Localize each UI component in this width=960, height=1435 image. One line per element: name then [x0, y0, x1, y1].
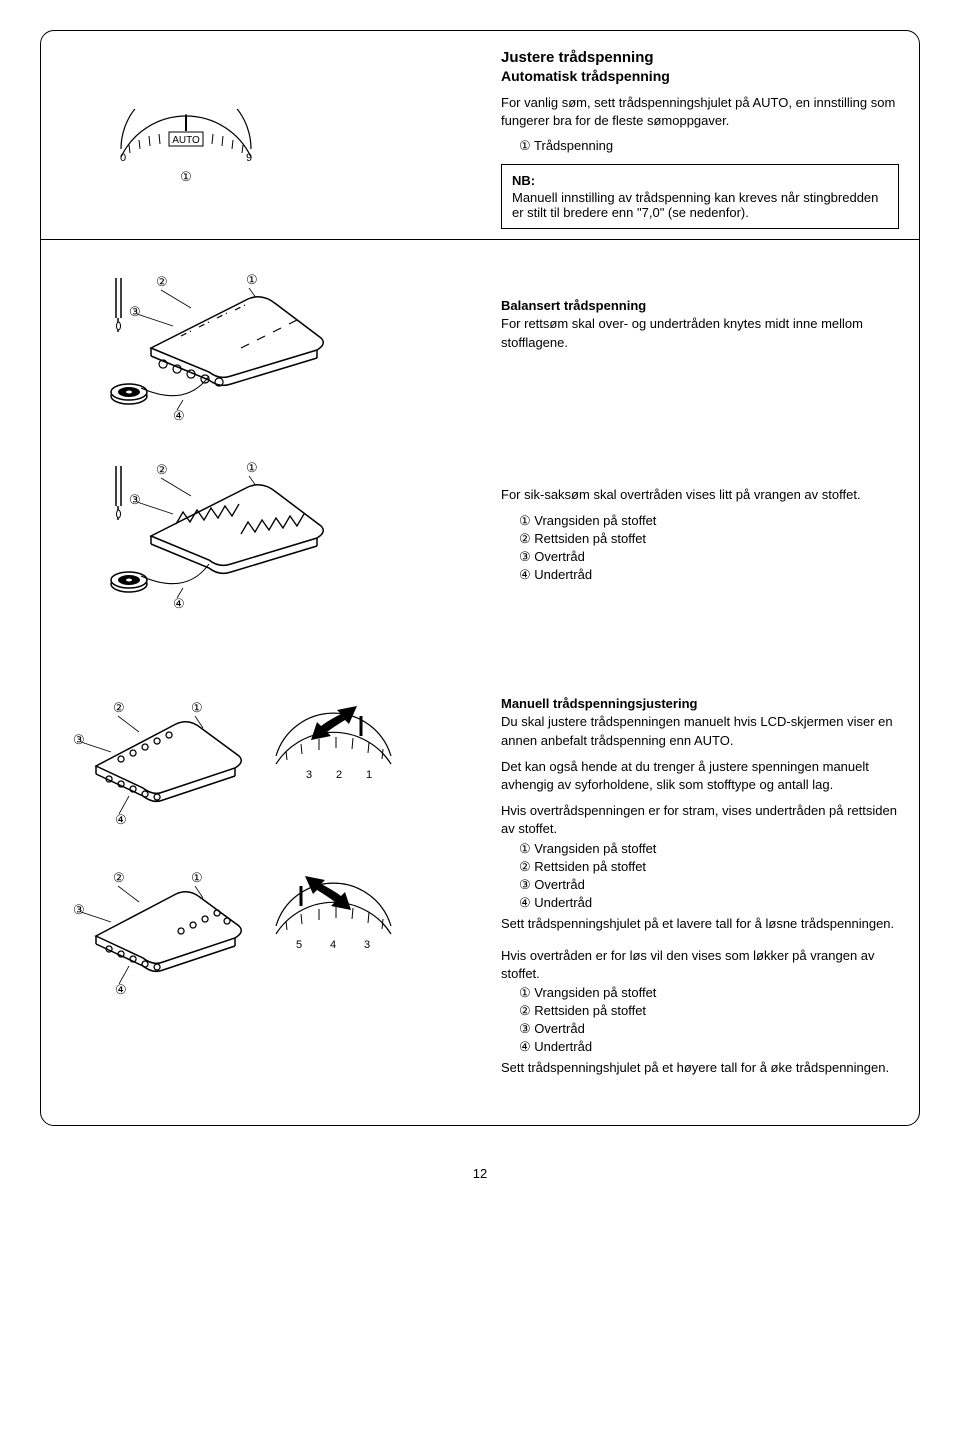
page-subtitle: Automatisk trådspenning [501, 68, 899, 84]
manual-p4: Hvis overtråden er for løs vil den vises… [501, 947, 899, 983]
svg-text:③: ③ [73, 902, 85, 917]
svg-text:①: ① [246, 272, 258, 287]
manual-p2: Det kan også hende at du trenger å juste… [501, 758, 899, 794]
zigzag-figure: ② ① ③ [91, 456, 341, 616]
zigzag-item-0: ① Vrangsiden på stoffet [519, 513, 899, 529]
zigzag-item-2: ③ Overtråd [519, 549, 899, 565]
dial-high-figure: 5 4 3 [261, 866, 401, 956]
manual-p4b: Sett trådspenningshjulet på et høyere ta… [501, 1059, 899, 1077]
dial-auto-figure: AUTO 0 9 ① [101, 109, 271, 189]
svg-text:1: 1 [366, 769, 372, 781]
manual-p3: Hvis overtrådspenningen er for stram, vi… [501, 802, 899, 838]
dial-right: 9 [246, 152, 252, 164]
svg-text:④: ④ [173, 596, 185, 611]
zigzag-item-1: ② Rettsiden på stoffet [519, 531, 899, 547]
manual-item4-1: ② Rettsiden på stoffet [519, 1003, 899, 1019]
svg-text:④: ④ [115, 812, 127, 827]
auto-label: AUTO [172, 135, 200, 146]
svg-text:4: 4 [330, 939, 336, 951]
loose-fabric-figure: ② ① ③ [61, 866, 251, 1006]
manual-item4-2: ③ Overtråd [519, 1021, 899, 1037]
svg-text:3: 3 [364, 939, 370, 951]
svg-text:③: ③ [129, 304, 141, 319]
svg-text:5: 5 [296, 939, 302, 951]
page-number: 12 [40, 1166, 920, 1181]
dial-marker: ① [180, 169, 192, 184]
manual-p3b: Sett trådspenningshjulet på et lavere ta… [501, 915, 899, 933]
manual-item3-0: ① Vrangsiden på stoffet [519, 841, 899, 857]
svg-text:④: ④ [115, 982, 127, 997]
svg-text:2: 2 [336, 769, 342, 781]
svg-text:①: ① [191, 870, 203, 885]
note-text: Manuell innstilling av trådspenning kan … [512, 190, 888, 220]
svg-text:②: ② [156, 462, 168, 477]
svg-text:②: ② [113, 870, 125, 885]
svg-text:②: ② [113, 700, 125, 715]
svg-text:③: ③ [129, 492, 141, 507]
manual-item3-3: ④ Undertråd [519, 895, 899, 911]
intro-text: For vanlig søm, sett trådspenningshjulet… [501, 94, 899, 130]
balanced-text: For rettsøm skal over- og undertråden kn… [501, 315, 899, 351]
note-box: NB: Manuell innstilling av trådspenning … [501, 164, 899, 229]
zigzag-text: For sik-saksøm skal overtråden vises lit… [501, 486, 899, 504]
manual-head: Manuell trådspenningsjustering [501, 696, 899, 711]
balanced-head: Balansert trådspenning [501, 298, 899, 313]
dial-left: 0 [120, 152, 126, 164]
svg-text:②: ② [156, 274, 168, 289]
note-label: NB: [512, 173, 888, 188]
svg-text:④: ④ [173, 408, 185, 423]
balanced-figure: ② ① ③ [91, 268, 341, 428]
manual-item4-0: ① Vrangsiden på stoffet [519, 985, 899, 1001]
dial-low-figure: 3 2 1 [261, 696, 401, 786]
manual-p1: Du skal justere trådspenningen manuelt h… [501, 713, 899, 749]
tight-fabric-figure: ② ① ③ [61, 696, 251, 836]
manual-item3-2: ③ Overtråd [519, 877, 899, 893]
zigzag-item-3: ④ Undertråd [519, 567, 899, 583]
svg-text:③: ③ [73, 732, 85, 747]
svg-text:①: ① [246, 460, 258, 475]
intro-legend-1: ① Trådspenning [519, 138, 899, 154]
svg-text:①: ① [191, 700, 203, 715]
svg-text:3: 3 [306, 769, 312, 781]
page-title: Justere trådspenning [501, 49, 899, 66]
manual-item3-1: ② Rettsiden på stoffet [519, 859, 899, 875]
manual-item4-3: ④ Undertråd [519, 1039, 899, 1055]
